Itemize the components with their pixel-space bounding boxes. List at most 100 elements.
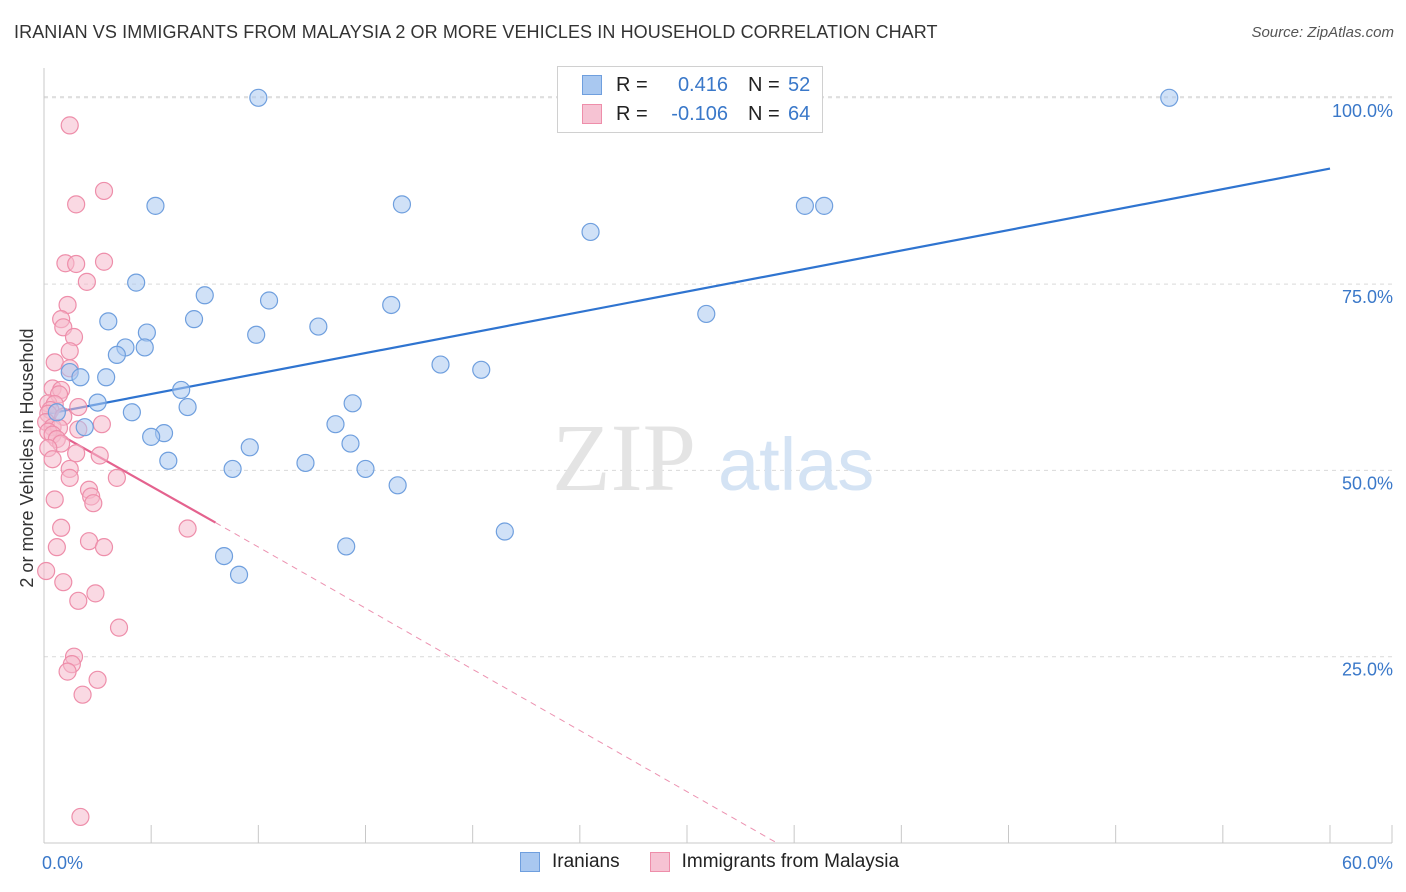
malaysia-point — [60, 468, 79, 487]
malaysia-point — [67, 444, 86, 463]
y-tick-label: 25.0% — [1342, 660, 1393, 680]
malaysia-point — [94, 538, 114, 557]
watermark-zip: ZIP — [552, 404, 696, 511]
series-swatch-iranians — [520, 852, 540, 872]
malaysia-point — [58, 662, 77, 681]
iranian-point — [337, 537, 356, 556]
iranian-point — [75, 418, 94, 437]
series-swatch-malaysia — [649, 852, 670, 872]
legend-row-iranians: R = 0.416 N = 52 — [582, 71, 810, 99]
iranian-point — [47, 403, 66, 422]
legend-n-value: 52 — [788, 73, 811, 96]
y-tick-label: 75.0% — [1342, 287, 1393, 307]
malaysia-point — [94, 181, 114, 201]
points-layer — [37, 88, 1179, 827]
series-legend-iranians: Iranians — [520, 851, 620, 873]
iranian-point — [795, 196, 814, 215]
source-label: Source: ZipAtlas.com — [1251, 24, 1394, 41]
iranian-point — [326, 415, 345, 434]
iranian-point — [214, 547, 234, 566]
x-tick-label: 60.0% — [1342, 853, 1393, 873]
malaysia-point — [178, 519, 197, 538]
malaysia-point — [60, 116, 79, 135]
malaysia-point — [94, 252, 114, 271]
malaysia-point — [67, 254, 86, 274]
malaysia-point — [109, 618, 129, 637]
malaysia-point — [54, 573, 73, 592]
iranian-point — [122, 403, 141, 422]
iranian-point — [229, 565, 249, 584]
legend-row-malaysia: R = -0.106 N = 64 — [582, 100, 810, 128]
malaysia-point — [84, 494, 103, 513]
malaysia-point — [88, 670, 107, 689]
malaysia-trend-line — [43, 424, 217, 524]
malaysia-point — [71, 807, 90, 827]
series-legend: Iranians Immigrants from Malaysia — [520, 851, 929, 873]
iranian-point — [195, 286, 214, 305]
iranian-point — [815, 196, 834, 215]
watermark: ZIP atlas — [552, 404, 874, 511]
iranian-point — [223, 459, 242, 479]
iranian-point — [240, 438, 259, 457]
iranian-point — [184, 310, 204, 329]
iranian-point — [97, 368, 116, 387]
y-axis-label: 2 or more Vehicles in Household — [17, 328, 37, 587]
chart-title: IRANIAN VS IMMIGRANTS FROM MALAYSIA 2 OR… — [14, 22, 938, 42]
iranian-point — [249, 88, 268, 107]
legend-swatch-malaysia — [582, 104, 602, 124]
iranian-point — [581, 222, 600, 242]
iranian-point — [137, 323, 156, 342]
iranian-point — [71, 368, 90, 387]
iranian-point — [1160, 88, 1179, 107]
iranian-point — [697, 304, 716, 324]
legend-r-label: R = — [616, 73, 648, 96]
malaysia-point — [60, 342, 79, 361]
iranian-point — [135, 338, 154, 357]
iranian-point — [99, 312, 118, 331]
iranian-point — [159, 451, 178, 470]
stats-legend: R = 0.416 N = 52 R = -0.106 N = 64 — [557, 66, 823, 133]
iranian-point — [495, 522, 514, 541]
malaysia-point — [107, 468, 126, 487]
y-tick-label: 100.0% — [1332, 101, 1393, 121]
iranian-point — [356, 459, 375, 479]
series-label-iranians: Iranians — [552, 851, 620, 872]
iranian-point — [247, 325, 266, 344]
iranian-point — [146, 196, 165, 215]
series-label-malaysia: Immigrants from Malaysia — [681, 851, 900, 872]
legend-n-label: N = — [748, 73, 780, 96]
malaysia-point — [67, 195, 86, 214]
legend-swatch-iranians — [582, 75, 602, 95]
iranian-point — [343, 394, 362, 413]
legend-n-label: N = — [748, 102, 780, 125]
iranian-point — [431, 355, 450, 374]
malaysia-point — [69, 591, 88, 610]
malaysia-point — [90, 446, 109, 465]
iranian-point — [382, 295, 401, 315]
series-legend-malaysia: Immigrants from Malaysia — [649, 851, 900, 873]
x-tick-label: 0.0% — [42, 853, 83, 873]
iranian-point — [172, 380, 191, 400]
malaysia-point — [86, 584, 105, 603]
malaysia-point — [77, 272, 96, 291]
legend-n-value: 64 — [788, 102, 811, 125]
legend-r-label: R = — [616, 102, 648, 125]
iranian-point — [178, 397, 197, 417]
iranians-trend-line — [43, 167, 1331, 416]
iranian-point — [142, 427, 161, 446]
trend-layer — [43, 167, 1331, 844]
iranian-point — [127, 273, 146, 292]
y-tick-label: 50.0% — [1342, 473, 1393, 493]
malaysia-point — [52, 518, 71, 537]
iranian-point — [309, 317, 328, 336]
iranian-point — [296, 453, 315, 473]
malaysia-trend-extension — [215, 522, 778, 844]
iranian-point — [392, 195, 412, 214]
malaysia-point — [69, 397, 88, 417]
legend-r-value: -0.106 — [671, 102, 728, 125]
iranian-point — [107, 345, 126, 364]
malaysia-point — [47, 538, 66, 557]
legend-r-value: 0.416 — [677, 73, 728, 96]
malaysia-point — [45, 490, 64, 509]
